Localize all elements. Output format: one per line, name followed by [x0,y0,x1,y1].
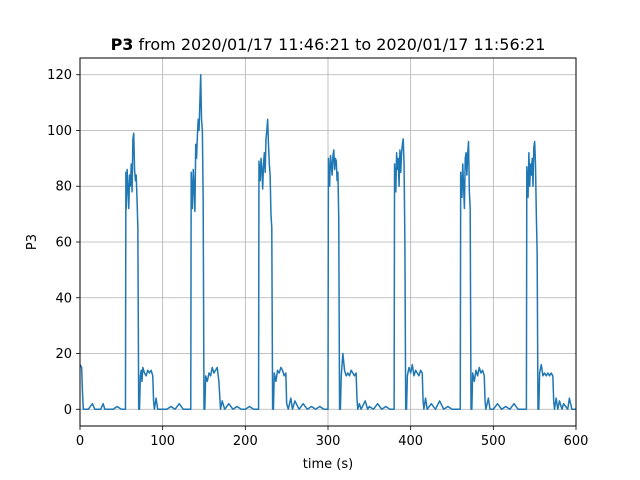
y-tick-label: 100 [47,124,72,139]
x-tick-label: 500 [481,434,506,449]
y-axis-ticks: 0 20 40 60 80 100 120 [47,68,80,418]
chart-title: P3 from 2020/01/17 11:46:21 to 2020/01/1… [111,35,546,54]
x-tick-label: 100 [150,434,175,449]
x-axis-ticks: 0 100 200 300 400 500 600 [76,426,589,449]
y-tick-label: 120 [47,68,72,83]
x-tick-label: 0 [76,434,84,449]
y-tick-label: 20 [55,347,72,362]
grid-lines [79,58,577,426]
x-tick-label: 300 [316,434,341,449]
chart-title-rest: from 2020/01/17 11:46:21 to 2020/01/17 1… [133,35,545,54]
x-tick-label: 200 [233,434,258,449]
x-tick-label: 400 [398,434,423,449]
y-axis-label: P3 [25,234,40,250]
y-tick-label: 40 [55,291,72,306]
chart-title-bold: P3 [111,35,134,54]
x-tick-label: 600 [564,434,589,449]
y-tick-label: 80 [55,180,72,195]
y-tick-label: 60 [55,236,72,251]
x-axis-label: time (s) [303,457,353,472]
series-line-p3 [80,73,576,411]
y-tick-label: 0 [64,403,72,418]
